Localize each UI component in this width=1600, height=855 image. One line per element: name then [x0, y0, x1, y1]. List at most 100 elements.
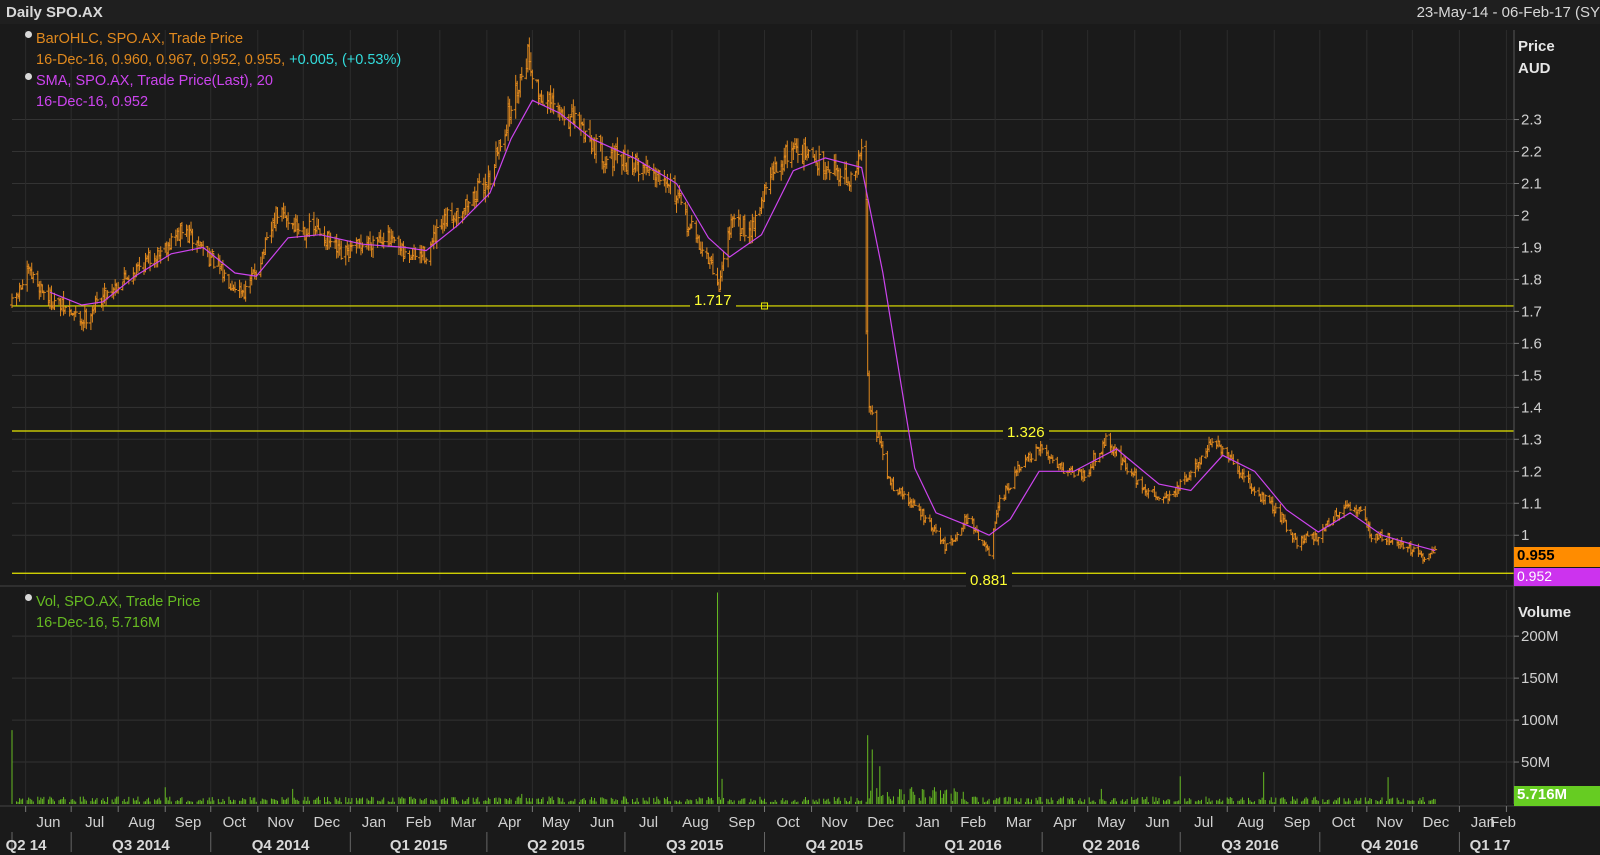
quarter-label: Q4 2015 [806, 837, 864, 854]
ohlc-bar [456, 207, 461, 226]
last-volume-tag: 5.716M [1514, 786, 1600, 806]
ohlc-bar [721, 250, 726, 271]
volume-tick-label: 50M [1521, 754, 1550, 771]
hline-label-1717: 1.717 [690, 292, 736, 309]
ohlc-bar [1082, 470, 1087, 482]
ohlc-bar [1167, 490, 1172, 502]
ohlc-bar [179, 221, 184, 240]
price-axis-title: Price [1518, 38, 1555, 55]
ohlc-bar [870, 405, 875, 416]
ohlc-bar [827, 169, 832, 181]
ohlc-bar [296, 223, 301, 235]
x-tick-label: Mar [450, 814, 476, 831]
volume-bars [11, 592, 1436, 804]
ohlc-bar [859, 138, 864, 161]
ohlc-bar [1313, 530, 1318, 541]
x-tick-label: Jun [590, 814, 614, 831]
ohlc-bar [1199, 455, 1204, 465]
ohlc-bar [838, 168, 843, 187]
ohlc-bar [1050, 455, 1055, 464]
hline-handle-icon [761, 302, 769, 310]
y-tick-label: 1.6 [1521, 335, 1542, 352]
ohlc-bar [583, 130, 588, 143]
y-tick-label: 1.5 [1521, 367, 1542, 384]
quarter-label: Q4 2014 [252, 837, 310, 854]
ohlc-bar [1305, 531, 1310, 537]
volume-legend-title[interactable]: Vol, SPO.AX, Trade Price [25, 594, 200, 610]
ohlc-bar [636, 157, 641, 182]
quarter-label: Q3 2014 [112, 837, 170, 854]
legend-dot-icon [25, 31, 32, 38]
ohlc-bar [148, 250, 153, 272]
ohlc-bar [402, 246, 407, 260]
ohlc-bar [1135, 479, 1140, 485]
volume-tick-label: 200M [1521, 628, 1559, 645]
ohlc-bar [1125, 463, 1130, 475]
y-tick-label: 1.8 [1521, 271, 1542, 288]
x-tick-label: May [542, 814, 571, 831]
ohlc-change: +0.005, (+0.53%) [289, 52, 402, 68]
ohlc-bar [944, 543, 949, 551]
ohlc-bar [710, 253, 715, 275]
ohlc-bar [1263, 494, 1268, 505]
ohlc-bar [845, 176, 850, 187]
quarter-label: Q2 2015 [527, 837, 585, 854]
ohlc-bar [339, 240, 344, 260]
ohlc-bar [1146, 488, 1151, 499]
volume-axis-title: Volume [1518, 604, 1572, 621]
x-tick-label: Feb [406, 814, 432, 831]
volume-tick-label: 100M [1521, 712, 1559, 729]
x-tick-label: Jul [85, 814, 104, 831]
ohlc-bar [785, 140, 790, 169]
ohlc-bar [487, 170, 492, 190]
quarter-label: Q2 2016 [1082, 837, 1140, 854]
ohlc-bar [774, 161, 779, 173]
ohlc-bar [1029, 453, 1034, 463]
ohlc-bar [73, 305, 78, 318]
volume-legend-values: 16-Dec-16, 5.716M [36, 615, 161, 631]
ohlc-bar [243, 280, 248, 302]
price-axis-unit: AUD [1518, 60, 1551, 77]
x-tick-label: Jun [1145, 814, 1169, 831]
y-tick-label: 1.3 [1521, 431, 1542, 448]
ohlc-bar [826, 161, 831, 171]
x-tick-label: Dec [313, 814, 340, 831]
ohlc-bar [885, 450, 890, 480]
y-tick-label: 1.7 [1521, 303, 1542, 320]
ohlc-bar [771, 161, 776, 181]
ohlc-bar [717, 278, 722, 295]
x-tick-label: Jan [916, 814, 940, 831]
sma-line [49, 99, 1436, 552]
x-tick-label: Oct [1332, 814, 1356, 831]
ohlc-bar [1272, 505, 1277, 517]
ohlc-bar [795, 138, 800, 164]
ohlc-bar [955, 532, 960, 542]
ohlc-bar [498, 139, 503, 152]
ohlc-bar [190, 228, 195, 251]
x-tick-label: May [1097, 814, 1126, 831]
axes: 2.3 2.2 2.1 2 1.9 1.8 1.7 1.6 1.5 1.4 1.3 1.2 1.1 1 20… [0, 30, 1600, 854]
ohlc-legend-title[interactable]: BarOHLC, SPO.AX, Trade Price [25, 31, 243, 47]
ohlc-bar [20, 279, 25, 290]
ohlc-bar [604, 155, 609, 169]
x-tick-label: Aug [682, 814, 709, 831]
y-tick-label: 1.4 [1521, 399, 1542, 416]
x-tick-label: Sep [1284, 814, 1311, 831]
ohlc-bar [1241, 468, 1246, 483]
ohlc-bar [1387, 533, 1392, 546]
ohlc-bar [63, 306, 68, 314]
ohlc-bar [84, 308, 89, 330]
ohlc-bar [1156, 496, 1161, 501]
x-tick-label: Jan [362, 814, 386, 831]
ohlc-bar [169, 233, 174, 250]
sma-value-tag: 0.952 [1514, 568, 1600, 586]
ohlc-bar [1295, 536, 1300, 549]
ohlc-bar [923, 515, 928, 523]
y-tick-label: 1.2 [1521, 463, 1542, 480]
sma-legend-title[interactable]: SMA, SPO.AX, Trade Price(Last), 20 [25, 73, 273, 89]
ohlc-bar [349, 241, 354, 252]
legend-dot-icon [25, 73, 32, 80]
ohlc-bar [1220, 446, 1225, 456]
x-tick-label: Aug [1237, 814, 1264, 831]
ohlc-bar [1311, 531, 1316, 546]
